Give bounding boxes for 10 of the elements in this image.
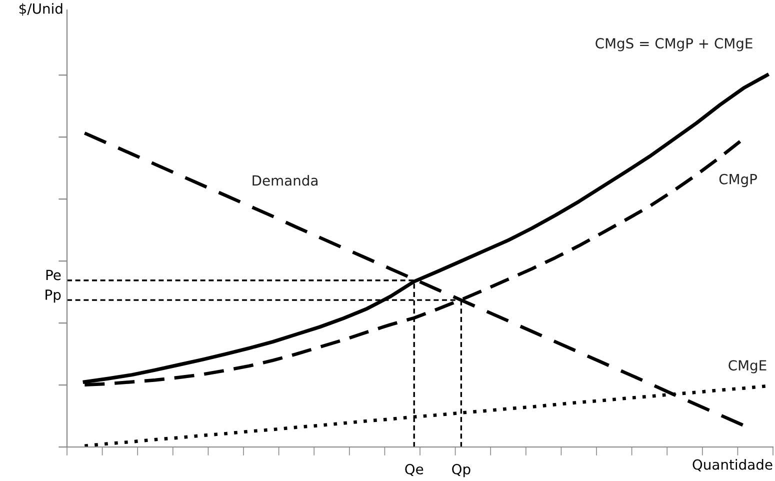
y-axis-title: $/Unid: [19, 3, 62, 16]
series-label: CMgP: [719, 174, 757, 188]
ref-line-label: Pe: [46, 270, 61, 280]
x-tick-label: Qp: [452, 464, 470, 478]
series-label: CMgE: [728, 360, 766, 374]
x-axis-title: Quantidade: [692, 459, 772, 472]
x-tick-label: Qe: [405, 464, 424, 476]
ref-line-label: Pp: [46, 290, 61, 303]
text: CMgS = CMgP + CMgE: [596, 38, 752, 52]
series-label: Demanda: [252, 174, 318, 186]
